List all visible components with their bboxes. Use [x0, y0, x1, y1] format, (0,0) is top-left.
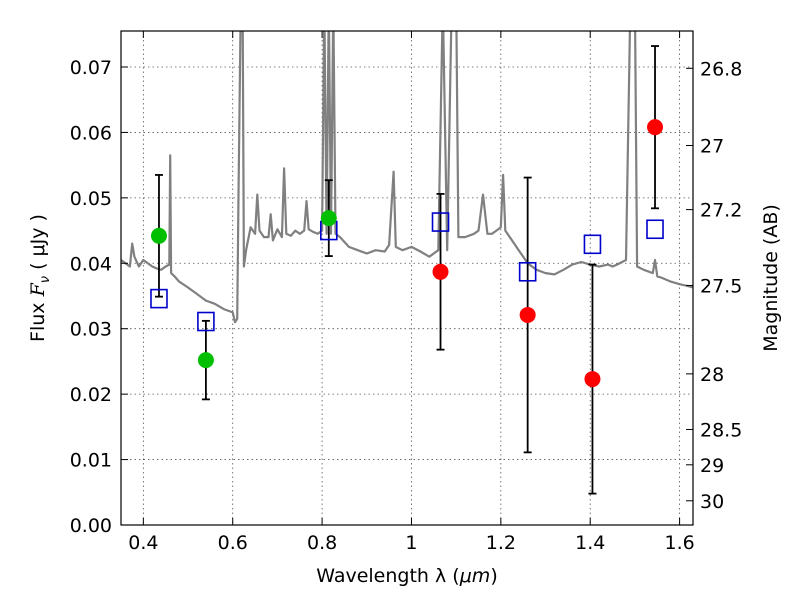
plot-frame [120, 30, 694, 526]
y-tick-label: 0.05 [70, 188, 112, 210]
x-axis-label: Wavelength λ (μm) [316, 565, 497, 587]
y-tick-label: 0.04 [70, 253, 112, 275]
y2-tick-label: 27.2 [700, 200, 742, 222]
y-tick-label: 0.01 [70, 450, 112, 472]
y2-axis-label: Magnitude (AB) [760, 204, 782, 352]
y2-tick-label: 28.5 [700, 419, 742, 441]
y-axis-label-suffix: ( μJy ) [27, 214, 49, 276]
green-point-marker [197, 352, 214, 369]
y-axis-label-prefix: Flux [27, 296, 49, 342]
x-tick-label: 0.6 [218, 532, 248, 554]
model-square-marker [518, 261, 537, 282]
x-tick-label: 1 [405, 532, 417, 554]
x-tick-label: 1.6 [664, 532, 694, 554]
y-tick-label: 0.02 [70, 384, 112, 406]
model-square-marker [583, 234, 602, 255]
red-point-marker [647, 119, 664, 136]
y2-tick-label: 30 [700, 491, 724, 513]
x-tick-label: 1.4 [575, 532, 605, 554]
y-axis-label-subscript: ν [38, 276, 53, 283]
model-square-marker [197, 311, 215, 332]
x-axis-label-unit: μm [459, 565, 491, 587]
green-point-marker [150, 227, 167, 244]
y-tick-label: 0.00 [70, 515, 112, 537]
model-square-marker [150, 288, 168, 309]
green-point-marker [320, 210, 337, 227]
model-square-marker [646, 219, 664, 240]
spectrum-line [121, 31, 693, 324]
y2-tick-label: 27 [700, 136, 724, 158]
x-tick-label: 0.8 [307, 532, 337, 554]
y-tick-label: 0.06 [70, 122, 112, 144]
ticks-layer: 0.4 0.6 0.8 1 1.2 1.4 1.6 0.00 0.01 0.02 0.03 0.04 0… [70, 31, 742, 554]
x-axis-label-prefix: Wavelength λ ( [316, 565, 459, 587]
y2-tick-label: 28 [700, 364, 724, 386]
x-axis-label-suffix: ) [490, 565, 497, 587]
spectrum-layer [121, 31, 693, 324]
y2-tick-label: 27.5 [700, 276, 742, 298]
model-square-marker [431, 212, 450, 232]
x-tick-label: 1.2 [486, 532, 516, 554]
y-tick-label: 0.07 [70, 57, 112, 79]
points-layer [150, 119, 664, 388]
y2-tick-label: 26.8 [700, 58, 742, 80]
y-axis-label: Flux Fν ( μJy ) [27, 214, 53, 342]
x-tick-label: 0.4 [128, 532, 158, 554]
red-point-marker [432, 263, 449, 280]
y-tick-label: 0.03 [70, 319, 112, 341]
red-point-marker [519, 306, 536, 323]
y2-tick-label: 29 [700, 455, 724, 477]
y-axis-label-symbol: F [27, 282, 49, 297]
red-point-marker [584, 371, 601, 388]
